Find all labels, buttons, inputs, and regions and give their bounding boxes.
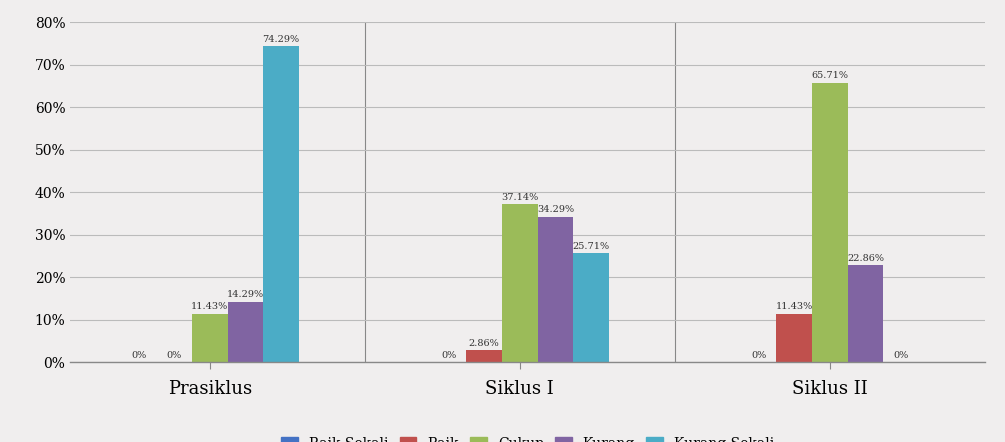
Text: 37.14%: 37.14% <box>501 193 539 202</box>
Text: 11.43%: 11.43% <box>191 302 228 311</box>
Text: 14.29%: 14.29% <box>227 290 264 299</box>
Text: 0%: 0% <box>441 351 456 360</box>
Legend: Baik Sekali, Baik, Cukup, Kurang, Kurang Sekali: Baik Sekali, Baik, Cukup, Kurang, Kurang… <box>274 430 781 442</box>
Text: 74.29%: 74.29% <box>262 35 299 44</box>
Bar <box>466 350 502 362</box>
Text: 11.43%: 11.43% <box>776 302 813 311</box>
Text: 22.86%: 22.86% <box>847 254 884 263</box>
Bar <box>538 217 573 362</box>
Text: 0%: 0% <box>131 351 146 360</box>
Bar <box>263 46 299 362</box>
Text: 2.86%: 2.86% <box>469 339 499 348</box>
Bar <box>192 314 228 362</box>
Text: 25.71%: 25.71% <box>573 241 610 251</box>
Text: 0%: 0% <box>167 351 182 360</box>
Text: 65.71%: 65.71% <box>811 71 848 80</box>
Bar <box>777 314 812 362</box>
Bar <box>848 265 883 362</box>
Text: 0%: 0% <box>893 351 909 360</box>
Bar <box>812 83 848 362</box>
Bar <box>502 205 538 362</box>
Bar <box>573 253 609 362</box>
Text: 0%: 0% <box>751 351 766 360</box>
Text: 34.29%: 34.29% <box>537 205 574 214</box>
Bar <box>228 301 263 362</box>
